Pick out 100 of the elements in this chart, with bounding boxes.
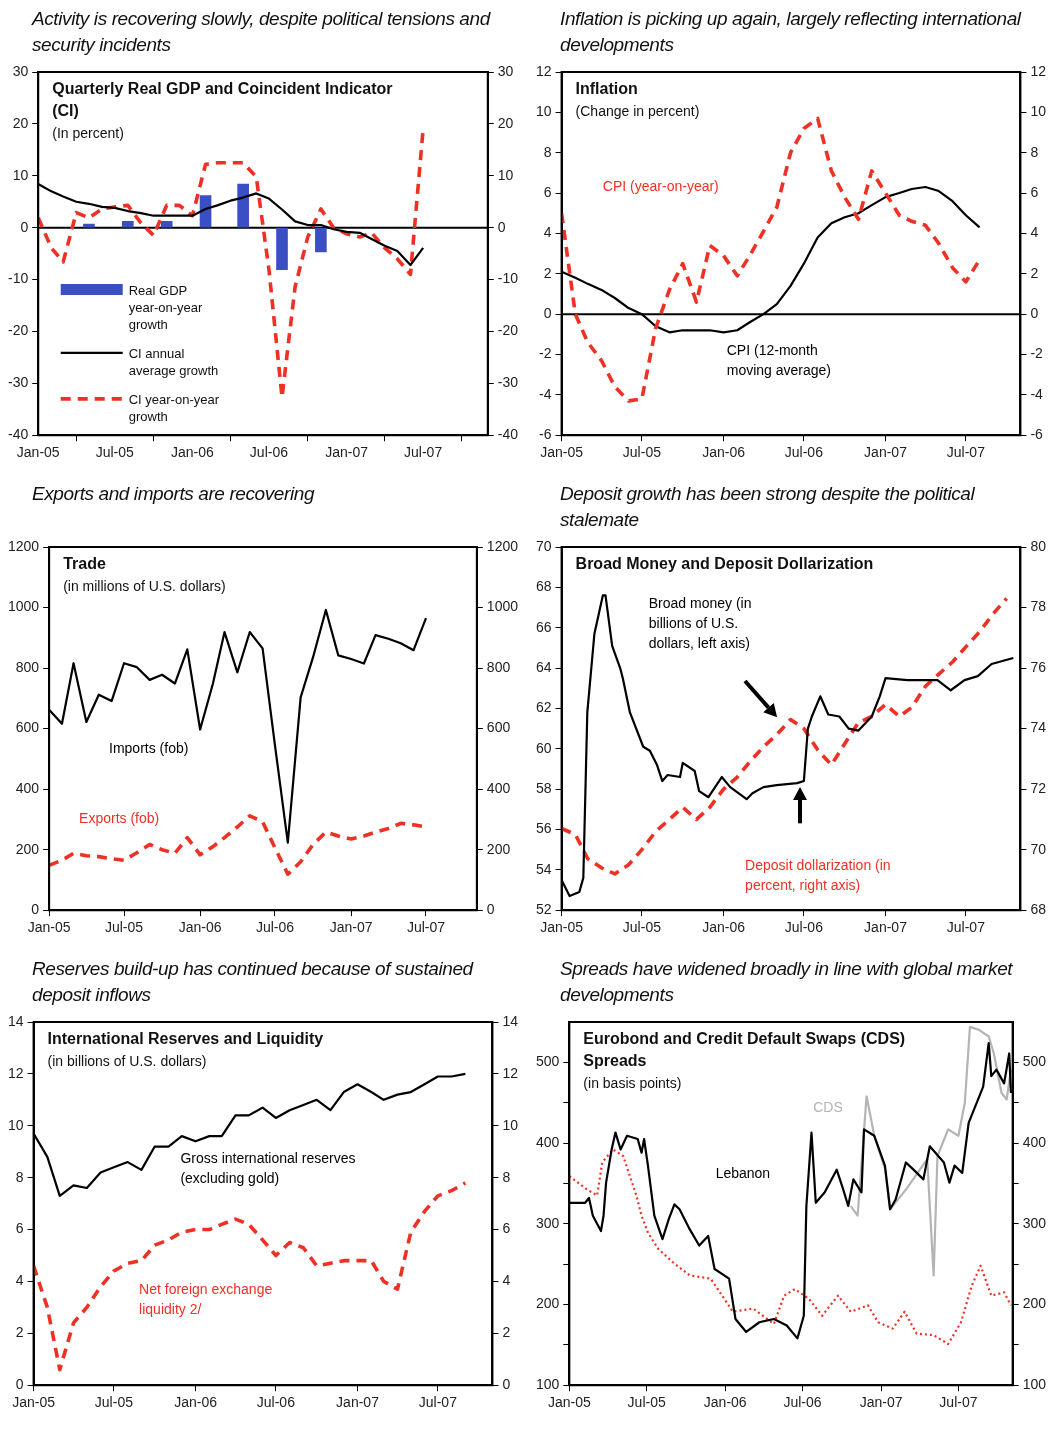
y2-tick-label: 1000 [486,598,519,615]
y2-tick-label: 600 [486,719,511,736]
y-tick-label: 200 [536,1295,560,1312]
y2-tick-label: -20 [497,322,519,339]
y2-tick-label: 68 [1030,901,1047,918]
y2-tick-label: 12 [502,1064,519,1081]
y2-tick-label: 6 [1030,183,1039,200]
x-tick-label: Jul-07 [946,919,986,936]
x-tick-label: Jan-05 [547,1394,591,1411]
legend-label: CI annual average growth [128,345,219,378]
text: Trade [63,555,106,572]
text: Eurobond and Credit Default Swaps (CDS) Spreads [583,1030,906,1069]
x-tick-label: Jan-06 [174,1394,218,1411]
chart-title: Inflation is picking up again, largely reflecting international developments [559,7,1023,57]
y2-tick-label: 12 [1030,62,1047,79]
x-tick-label: Jan-05 [27,919,71,936]
y2-tick-label: 100 [1022,1376,1047,1393]
x-tick-label: Jul-05 [94,1394,134,1411]
y-tick-label: 54 [535,860,552,877]
series-label: CDS [813,1099,843,1116]
y-tick-label: 14 [7,1012,24,1029]
y2-tick-label: 4 [502,1272,511,1289]
legend-label: Real GDP year-on-year growth [128,282,204,332]
y-tick-label: 60 [535,739,552,756]
y-tick-label: 12 [7,1064,24,1081]
y-tick-label: 70 [535,537,552,554]
x-tick-label: Jan-06 [171,444,215,461]
y-tick-label: 0 [543,304,552,321]
x-tick-label: Jan-07 [325,444,369,461]
y-tick-label: 300 [536,1214,560,1231]
text: Broad Money and Deposit Dollarization [575,555,874,572]
y-tick-label: 8 [15,1168,24,1185]
y-tick-label: -6 [539,426,552,443]
y-tick-label: 62 [535,699,552,716]
x-tick-label: Jan-07 [336,1394,380,1411]
bar [121,221,134,228]
x-tick-label: Jan-06 [178,919,222,936]
y2-tick-label: 4 [1030,224,1039,241]
x-tick-label: Jul-06 [784,444,824,461]
y2-tick-label: 74 [1030,719,1047,736]
y-tick-label: 0 [15,1376,24,1393]
y-tick-label: 2 [543,264,552,281]
y2-tick-label: -2 [1030,345,1044,362]
series-label: Net foreign exchange liquidity 2/ [139,1280,273,1317]
text: Lebanon [715,1164,771,1181]
y2-tick-label: 10 [1030,103,1047,120]
x-tick-label: Jan-06 [703,1394,747,1411]
x-tick-label: Jul-06 [255,919,295,936]
y-tick-label: 0 [31,901,40,918]
line-series [569,1148,1013,1346]
y-tick-label: 4 [543,224,552,241]
y2-tick-label: 20 [497,114,514,131]
x-tick-label: Jul-05 [622,919,662,936]
y2-tick-label: 78 [1030,598,1047,615]
chart-title: Spreads have widened broadly in line with global market developments [559,957,1014,1007]
y2-tick-label: 8 [1030,143,1039,160]
x-tick-label: Jan-07 [864,919,908,936]
x-tick-label: Jul-05 [627,1394,666,1411]
x-tick-label: Jan-07 [329,919,373,936]
x-tick-label: Jan-05 [12,1394,56,1411]
y-tick-label: 10 [12,166,29,183]
y2-tick-label: 300 [1022,1214,1047,1231]
y-tick-label: 30 [12,62,29,79]
annotation: (in billions of U.S. dollars) [47,1053,207,1069]
y-tick-label: 8 [543,143,552,160]
y-tick-label: 10 [7,1116,24,1133]
chart-title: Reserves build-up has continued because of sustained deposit inflows [31,957,475,1007]
annotation: (in millions of U.S. dollars) [63,578,226,594]
y-tick-label: 200 [15,840,40,857]
y-tick-label: 52 [535,901,552,918]
x-tick-label: Jan-06 [702,919,746,936]
y2-tick-label: 30 [497,62,514,79]
text: CPI (year-on-year) [602,178,719,195]
y2-tick-label: 200 [486,840,511,857]
legend-label: CI year-on-year growth [128,391,220,424]
y2-tick-label: 200 [1022,1295,1047,1312]
x-tick-label: Jul-07 [939,1394,978,1411]
x-tick-label: Jul-06 [784,919,824,936]
annotation: (in basis points) [583,1075,682,1091]
y2-tick-label: 0 [486,901,495,918]
text: Deposit dollarization (in percent, right axis) [745,856,891,893]
y-tick-label: 4 [15,1272,24,1289]
x-tick-label: Jul-07 [946,444,986,461]
x-tick-label: Jul-07 [404,444,443,461]
y-tick-label: 56 [535,820,552,837]
y-tick-label: 0 [20,218,29,235]
y-tick-label: 68 [535,578,552,595]
x-tick-label: Jan-05 [540,444,584,461]
x-tick-label: Jan-06 [702,444,746,461]
y-tick-label: 12 [535,62,552,79]
y-tick-label: 10 [535,103,552,120]
y2-tick-label: 14 [502,1012,519,1029]
y2-tick-label: 6 [502,1220,511,1237]
y-tick-label: -4 [539,385,552,402]
y2-tick-label: -40 [497,426,519,443]
y2-tick-label: 8 [502,1168,511,1185]
x-tick-label: Jul-07 [406,919,446,936]
y2-tick-label: 0 [497,218,506,235]
y-tick-label: 20 [12,114,29,131]
y2-tick-label: 400 [486,779,511,796]
